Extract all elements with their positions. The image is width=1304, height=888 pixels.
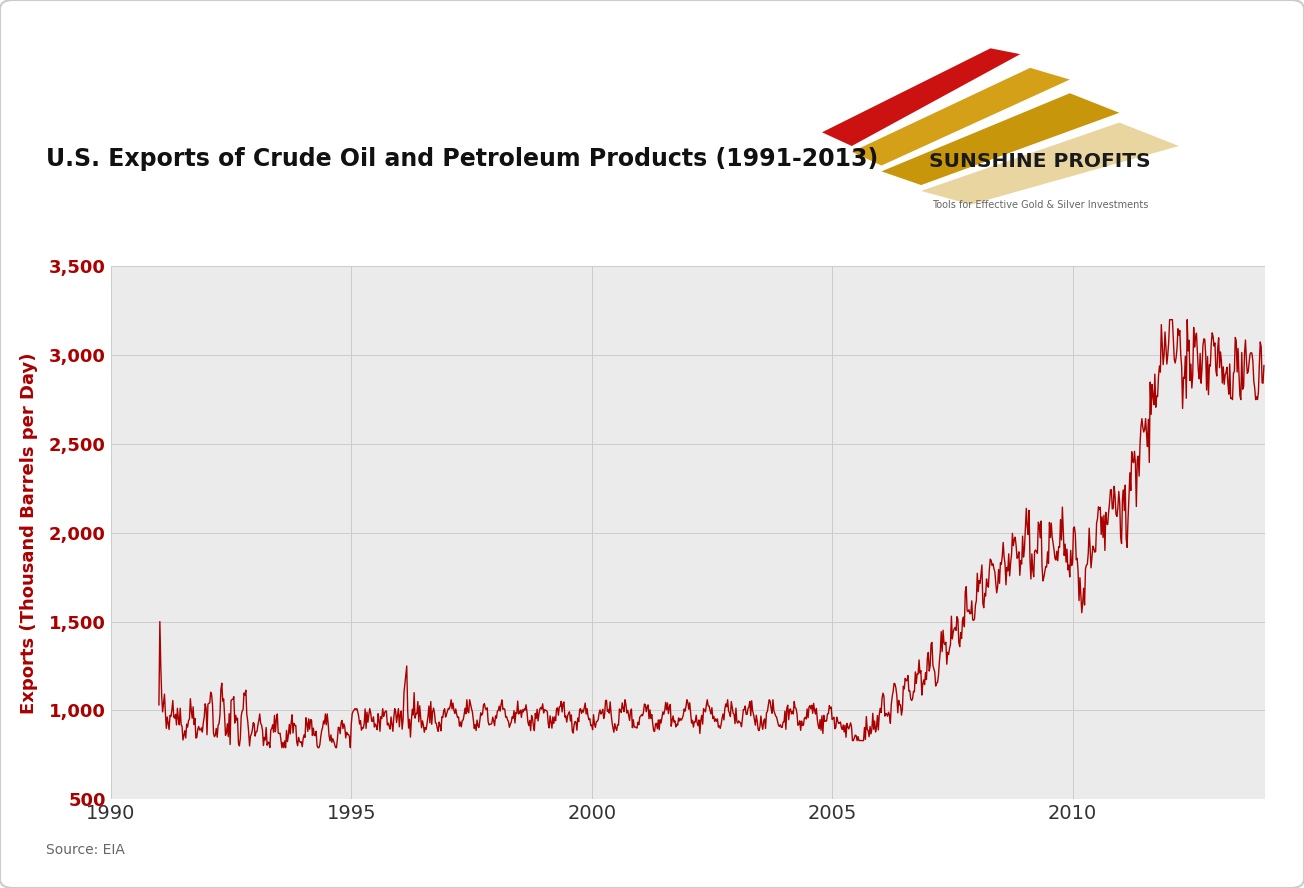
Y-axis label: Exports (Thousand Barrels per Day): Exports (Thousand Barrels per Day) <box>20 352 38 714</box>
Polygon shape <box>882 93 1119 185</box>
Polygon shape <box>852 67 1069 165</box>
Polygon shape <box>921 123 1179 204</box>
Text: U.S. Exports of Crude Oil and Petroleum Products (1991-2013): U.S. Exports of Crude Oil and Petroleum … <box>46 147 878 170</box>
Text: Source: EIA: Source: EIA <box>46 843 124 857</box>
Polygon shape <box>822 48 1020 146</box>
Text: SUNSHINE PROFITS: SUNSHINE PROFITS <box>930 152 1151 171</box>
Text: Tools for Effective Gold & Silver Investments: Tools for Effective Gold & Silver Invest… <box>932 200 1149 210</box>
